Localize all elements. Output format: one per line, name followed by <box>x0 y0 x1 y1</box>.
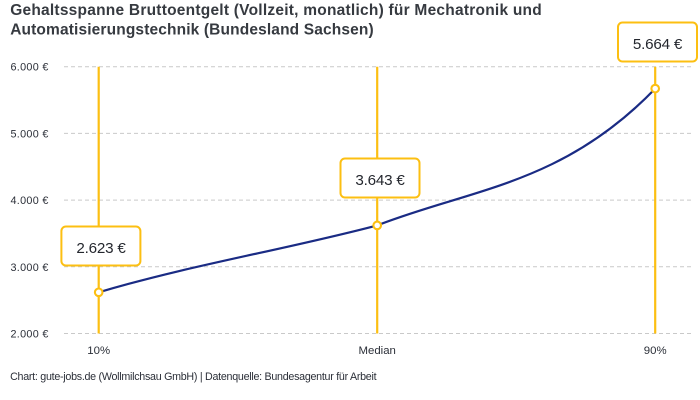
svg-text:Chart: gute-jobs.de (Wollmilch: Chart: gute-jobs.de (Wollmilchsau GmbH) … <box>10 371 376 383</box>
svg-text:5.664 €: 5.664 € <box>633 36 683 53</box>
svg-text:4.000 €: 4.000 € <box>11 195 49 207</box>
svg-text:2.000 €: 2.000 € <box>11 329 49 341</box>
svg-text:10%: 10% <box>87 345 110 357</box>
svg-text:6.000 €: 6.000 € <box>11 62 49 74</box>
svg-text:5.000 €: 5.000 € <box>11 128 49 140</box>
svg-text:90%: 90% <box>644 345 667 357</box>
svg-text:Automatisierungstechnik (Bunde: Automatisierungstechnik (Bundesland Sach… <box>10 21 374 38</box>
svg-text:3.643 €: 3.643 € <box>355 172 405 189</box>
svg-text:3.000 €: 3.000 € <box>11 262 49 274</box>
svg-text:2.623 €: 2.623 € <box>76 240 126 257</box>
svg-text:Median: Median <box>359 345 396 357</box>
svg-text:Gehaltsspanne Bruttoentgelt (V: Gehaltsspanne Bruttoentgelt (Vollzeit, m… <box>10 2 542 19</box>
